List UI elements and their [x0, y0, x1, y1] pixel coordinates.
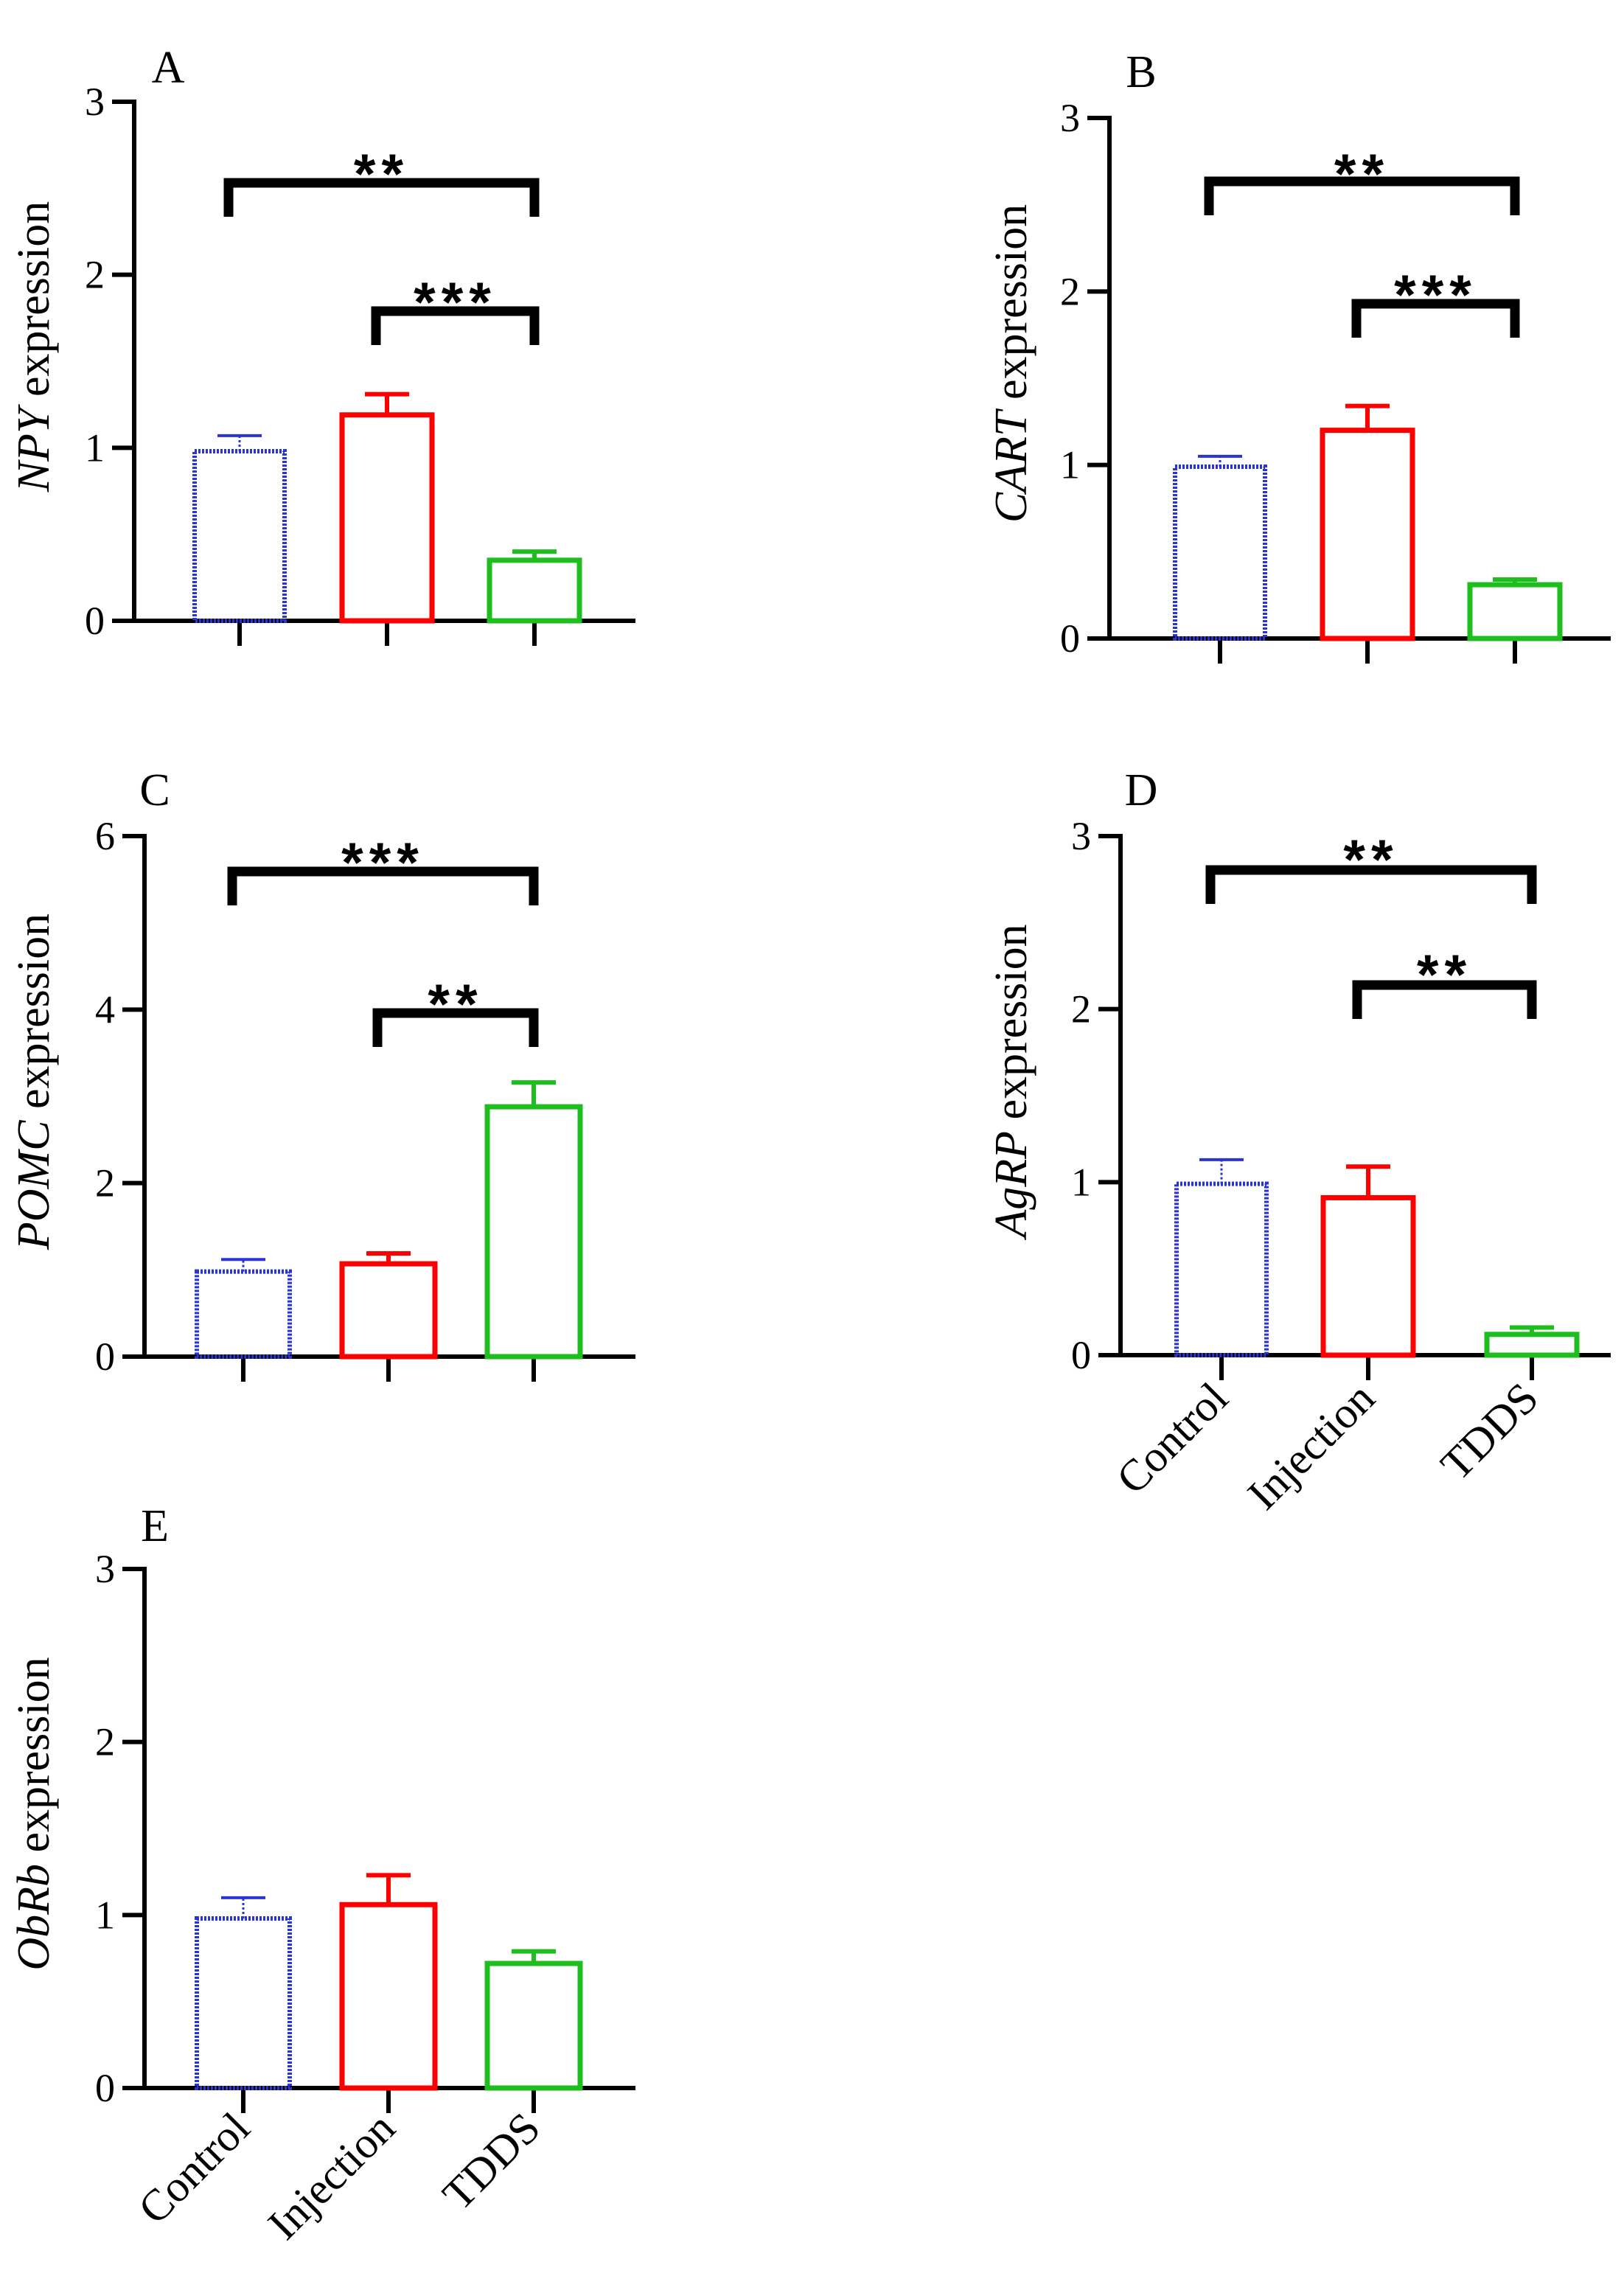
significance-stars: ** — [1334, 143, 1390, 206]
y-axis-label-gene: AgRP — [986, 1131, 1036, 1241]
y-axis-label-gene: ObRb — [9, 1864, 59, 1971]
significance-stars: ** — [1417, 944, 1472, 1006]
category-label-control: Control — [1107, 1374, 1237, 1503]
y-tick-label: 1 — [95, 1893, 115, 1937]
category-label-tdds: TDDS — [433, 2104, 549, 2219]
y-tick-label: 1 — [1060, 443, 1080, 487]
bar-tdds — [484, 1960, 583, 2091]
y-axis-label-suffix: expression — [9, 1657, 59, 1864]
bar-injection — [1320, 428, 1415, 641]
y-tick-label: 0 — [95, 1335, 115, 1379]
significance-bracket — [372, 1008, 539, 1047]
y-tick-label: 3 — [1060, 96, 1080, 140]
y-axis-label-suffix: expression — [9, 201, 59, 408]
category-label-tdds: TDDS — [1432, 1374, 1547, 1489]
y-axis-label-gene: POMC — [9, 1120, 59, 1250]
bar-tdds — [1484, 1332, 1580, 1358]
bar-tdds — [487, 557, 582, 624]
y-tick-label: 1 — [1071, 1160, 1091, 1204]
y-axis-label: POMC expression — [9, 914, 59, 1250]
panel-D: 0 1 2 3 ** ** D AgRP expression Control Injection… — [986, 765, 1611, 1519]
significance-bracket — [223, 178, 540, 217]
y-tick-label: 2 — [1071, 987, 1091, 1031]
significance-stars: ** — [428, 973, 483, 1036]
y-tick-label: 3 — [95, 1547, 115, 1591]
y-axis-label: NPY expression — [9, 201, 59, 493]
panel-B: 0 1 2 3 ***** B CART expression — [986, 47, 1611, 664]
significance-bracket — [1205, 865, 1537, 904]
panel-label: D — [1125, 765, 1158, 815]
y-axis-label-gene: NPY — [9, 404, 59, 493]
bar-tdds — [484, 1104, 583, 1360]
significance-bracket — [1351, 299, 1520, 338]
bar-control — [1174, 1181, 1269, 1358]
category-label-injection: Injection — [259, 2104, 404, 2249]
significance-stars: ** — [354, 143, 409, 206]
bar-control — [195, 1916, 292, 2090]
y-tick-label: 0 — [85, 599, 105, 643]
bar-injection — [339, 1261, 438, 1360]
significance-bracket — [1352, 980, 1537, 1019]
y-axis-label: AgRP expression — [986, 924, 1036, 1240]
y-axis-label-gene: CART — [986, 408, 1036, 523]
significance-stars: *** — [341, 832, 425, 894]
y-tick-label: 0 — [95, 2066, 115, 2110]
bar-tdds — [1467, 582, 1563, 641]
y-tick-label: 3 — [1071, 814, 1091, 858]
significance-bracket — [227, 866, 539, 905]
y-tick-label: 1 — [85, 425, 105, 470]
y-tick-label: 4 — [95, 987, 115, 1031]
y-tick-label: 2 — [85, 253, 105, 297]
y-tick-label: 0 — [1060, 616, 1080, 661]
significance-stars: *** — [1394, 264, 1477, 327]
category-label-control: Control — [129, 2104, 259, 2233]
y-axis-label-suffix: expression — [986, 924, 1036, 1131]
bar-control — [195, 1269, 292, 1359]
panel-label: B — [1126, 47, 1156, 97]
panel-label: A — [152, 43, 185, 93]
significance-stars: ** — [1343, 829, 1398, 891]
panel-E: 0 1 2 3E ObRb expression Control Injection TDDS — [9, 1501, 635, 2249]
y-tick-label: 3 — [85, 80, 105, 124]
y-tick-label: 2 — [95, 1161, 115, 1205]
significance-stars: *** — [414, 271, 497, 334]
bar-injection — [1320, 1194, 1416, 1358]
significance-bracket — [1204, 176, 1520, 215]
panel-label: C — [139, 765, 170, 815]
bar-injection — [339, 412, 435, 624]
bar-control — [192, 449, 287, 623]
y-axis-label: CART expression — [986, 204, 1036, 523]
significance-bracket — [371, 306, 540, 345]
y-axis-label: ObRb expression — [9, 1657, 59, 1970]
y-tick-label: 6 — [95, 814, 115, 858]
bar-injection — [339, 1901, 438, 2091]
y-axis-label-suffix: expression — [9, 914, 59, 1121]
y-axis-label-suffix: expression — [986, 204, 1036, 411]
y-tick-label: 0 — [1071, 1333, 1091, 1377]
y-tick-label: 2 — [95, 1720, 115, 1764]
bar-control — [1173, 464, 1267, 641]
panel-label: E — [141, 1501, 169, 1551]
y-tick-label: 2 — [1060, 269, 1080, 313]
category-label-injection: Injection — [1238, 1374, 1384, 1519]
